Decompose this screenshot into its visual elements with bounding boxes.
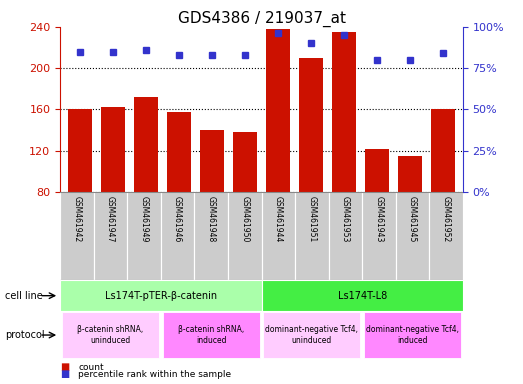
Text: GSM461949: GSM461949	[140, 195, 149, 242]
Bar	[69, 109, 92, 192]
Text: ■: ■	[60, 369, 70, 379]
Bar	[266, 29, 290, 192]
Title: GDS4386 / 219037_at: GDS4386 / 219037_at	[177, 11, 346, 27]
Text: GSM461946: GSM461946	[173, 195, 182, 242]
Bar	[228, 192, 262, 280]
Bar	[200, 130, 223, 192]
Text: Ls174T-pTER-β-catenin: Ls174T-pTER-β-catenin	[105, 291, 217, 301]
Bar	[161, 192, 195, 280]
Bar	[362, 192, 396, 280]
Text: GSM461943: GSM461943	[374, 195, 383, 242]
Bar	[364, 313, 461, 358]
Text: dominant-negative Tcf4,
uninduced: dominant-negative Tcf4, uninduced	[265, 325, 358, 345]
Bar	[399, 156, 422, 192]
Text: GSM461947: GSM461947	[106, 195, 115, 242]
Text: GSM461948: GSM461948	[207, 195, 215, 242]
Bar	[263, 313, 360, 358]
Bar	[431, 109, 454, 192]
Text: GSM461952: GSM461952	[441, 195, 451, 242]
Bar	[134, 97, 157, 192]
Text: ■: ■	[60, 362, 70, 372]
Text: GSM461944: GSM461944	[274, 195, 283, 242]
Bar	[195, 192, 228, 280]
Text: β-catenin shRNA,
uninduced: β-catenin shRNA, uninduced	[77, 325, 144, 345]
Text: β-catenin shRNA,
induced: β-catenin shRNA, induced	[178, 325, 244, 345]
Bar	[60, 280, 262, 311]
Bar	[94, 192, 127, 280]
Bar	[396, 192, 429, 280]
Bar	[328, 192, 362, 280]
Text: GSM461950: GSM461950	[240, 195, 249, 242]
Bar	[262, 192, 295, 280]
Text: count: count	[78, 363, 104, 372]
Bar	[300, 58, 323, 192]
Text: Ls174T-L8: Ls174T-L8	[337, 291, 387, 301]
Text: percentile rank within the sample: percentile rank within the sample	[78, 370, 232, 379]
Bar	[233, 132, 257, 192]
Bar	[366, 149, 389, 192]
Text: GSM461945: GSM461945	[408, 195, 417, 242]
Text: cell line: cell line	[5, 291, 43, 301]
Bar	[127, 192, 161, 280]
Bar	[101, 108, 124, 192]
Text: GSM461942: GSM461942	[72, 195, 82, 242]
Text: protocol: protocol	[5, 330, 45, 340]
Text: GSM461951: GSM461951	[308, 195, 316, 242]
Text: GSM461953: GSM461953	[341, 195, 350, 242]
Bar	[333, 32, 356, 192]
Bar	[60, 192, 94, 280]
Bar	[295, 192, 328, 280]
Bar	[262, 280, 463, 311]
Bar	[62, 313, 159, 358]
Bar	[163, 313, 260, 358]
Text: dominant-negative Tcf4,
induced: dominant-negative Tcf4, induced	[366, 325, 459, 345]
Bar	[429, 192, 463, 280]
Bar	[167, 111, 190, 192]
